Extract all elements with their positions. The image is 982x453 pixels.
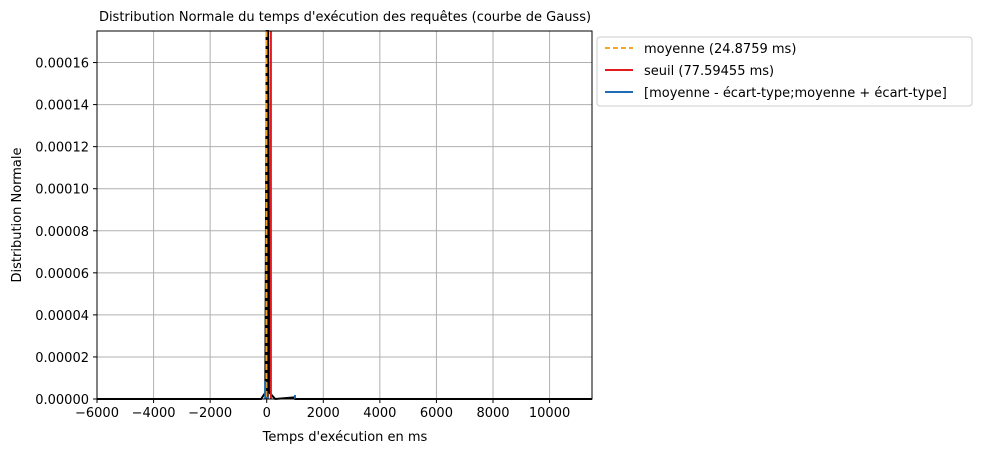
x-tick-label: 6000: [420, 406, 453, 421]
legend: moyenne (24.8759 ms) seuil (77.59455 ms) […: [596, 36, 973, 107]
plot-frame: [96, 30, 593, 400]
x-tick-label: −6000: [75, 406, 119, 421]
y-tick-label: 0.00016: [35, 57, 89, 72]
x-tick-label: −4000: [132, 406, 176, 421]
plot-area: [96, 30, 593, 401]
x-tick-label: 4000: [363, 406, 396, 421]
x-tick-label: 10000: [529, 406, 570, 421]
chart-title: Distribution Normale du temps d'exécutio…: [99, 10, 591, 25]
y-tick-label: 0.00006: [35, 267, 89, 282]
legend-label-2: [moyenne - écart-type;moyenne + écart-ty…: [644, 86, 947, 101]
y-tick-label: 0.00014: [35, 99, 89, 114]
y-axis-label: Distribution Normale: [10, 147, 25, 282]
y-tick-label: 0.00004: [35, 309, 89, 324]
y-tick-label: 0.00012: [35, 141, 89, 156]
x-tick-label: −2000: [188, 406, 232, 421]
legend-label-1: seuil (77.59455 ms): [644, 64, 774, 79]
y-axis: 0.00000 0.00002 0.00004 0.00006 0.00008 0.000…: [35, 57, 97, 408]
x-tick-label: 0: [263, 406, 271, 421]
y-tick-label: 0.00000: [35, 393, 89, 408]
series-layer: [264, 31, 296, 399]
y-tick-label: 0.00008: [35, 225, 89, 240]
x-axis: −6000 −4000 −2000 0 2000 4000 6000 8000 10000: [75, 399, 570, 421]
y-tick-label: 0.00010: [35, 183, 89, 198]
x-axis-label: Temps d'exécution en ms: [262, 430, 428, 445]
legend-frame: [596, 36, 973, 107]
y-tick-label: 0.00002: [35, 351, 89, 366]
x-tick-label: 2000: [307, 406, 340, 421]
x-tick-label: 8000: [476, 406, 509, 421]
legend-label-0: moyenne (24.8759 ms): [644, 42, 796, 57]
